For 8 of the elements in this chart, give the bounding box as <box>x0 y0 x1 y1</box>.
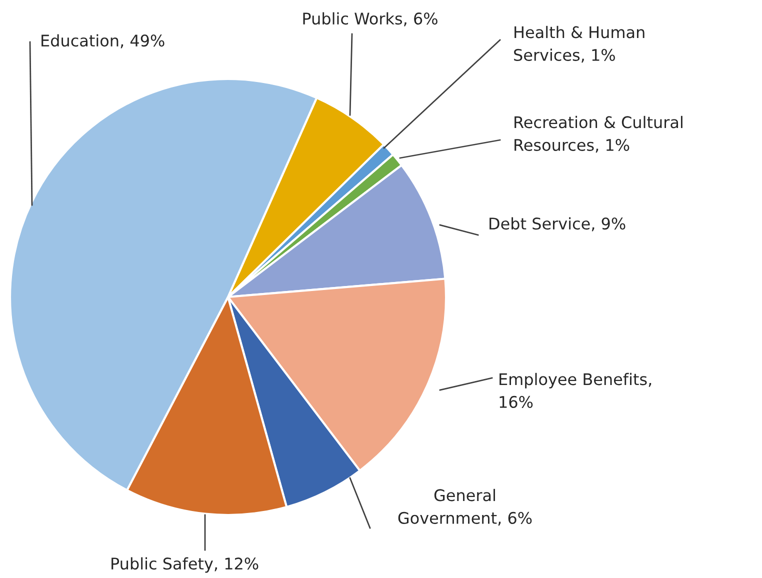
slice-label: General Government, 6% <box>398 488 532 526</box>
slice-label: Employee Benefits, 16% <box>500 372 652 408</box>
slice-label: Health & Human Services, 1% <box>514 26 644 63</box>
slice-label: Public Works, 6% <box>303 12 438 26</box>
slice-label: Public Safety, 12% <box>112 557 258 573</box>
slice-label: Education, 49% <box>42 34 164 48</box>
slice-label: Recreation & Cultural Resources, 1% <box>514 116 682 153</box>
slice-label: Debt Service, 9% <box>490 217 626 232</box>
